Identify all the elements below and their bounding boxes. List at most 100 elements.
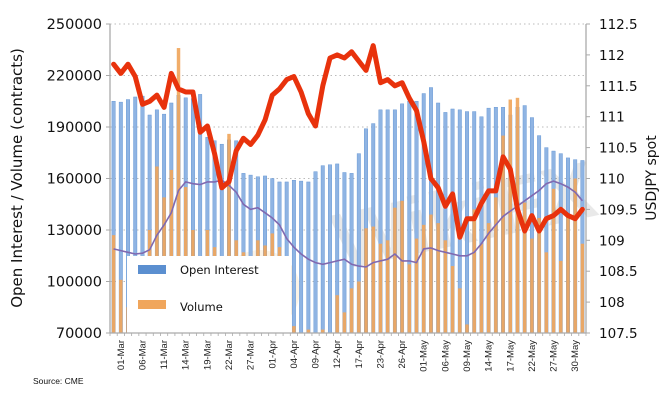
volume-bar (400, 200, 404, 333)
volume-bar (566, 216, 570, 333)
volume-bar (537, 217, 541, 333)
left-tick-label: 250000 (47, 17, 102, 33)
x-tick-label: 01-May (419, 340, 430, 372)
volume-bar (551, 188, 556, 333)
volume-bar (436, 223, 440, 333)
volume-bar (479, 243, 484, 333)
legend-label-volume: Volume (180, 300, 223, 314)
volume-bar (119, 279, 123, 333)
open-interest-bar (313, 171, 318, 334)
right-axis-title: USDJPY spot (644, 135, 660, 221)
legend-swatch-open-interest (138, 265, 166, 274)
volume-bar (573, 178, 577, 333)
x-tick-label: 26-Apr (397, 340, 408, 369)
volume-bar (349, 288, 354, 333)
x-tick-label: 06-May (440, 340, 451, 372)
right-tick-label: 110.5 (599, 141, 638, 157)
left-tick-label: 100000 (47, 275, 102, 291)
x-tick-label: 14-May (484, 340, 495, 372)
volume-bar (385, 240, 390, 333)
legend: Open Interest Volume (127, 256, 291, 333)
x-tick-label: 09-Apr (311, 340, 322, 369)
volume-bar (450, 266, 455, 333)
volume-bar (465, 324, 469, 333)
right-tick-label: 108 (599, 295, 625, 311)
volume-bar (393, 207, 397, 333)
left-tick-label: 190000 (47, 120, 102, 136)
volume-bar (335, 295, 339, 333)
x-tick-label: 23-Apr (376, 340, 387, 369)
volume-bar (486, 223, 491, 333)
x-tick-label: 27-May (549, 340, 560, 372)
grid-lines (110, 23, 586, 282)
right-tick-label: 107.5 (599, 326, 638, 342)
volume-bar (458, 288, 462, 333)
right-tick-label: 109.5 (599, 202, 638, 218)
volume-bar (522, 202, 527, 333)
volume-bar (501, 135, 505, 333)
x-tick-label: 14-Mar (181, 340, 192, 370)
volume-bar (111, 235, 116, 333)
volume-bar (544, 252, 549, 333)
x-tick-label: 04-Apr (289, 340, 300, 369)
x-tick-label: 12-Apr (332, 340, 343, 369)
volume-bar (357, 281, 361, 333)
left-axis-title: Open Interest / Volume (contracts) (8, 48, 26, 308)
x-tick-label: 09-May (462, 340, 473, 372)
moving-average-line (113, 179, 584, 268)
volume-bar (169, 169, 174, 333)
volume-bar (421, 224, 426, 333)
x-tick-label: 17-Apr (354, 340, 365, 369)
legend-label-open-interest: Open Interest (180, 263, 259, 277)
volume-bar (371, 226, 375, 333)
right-tick-label: 111.5 (599, 79, 638, 95)
volume-bar (227, 133, 231, 333)
x-tick-label: 22-Mar (224, 340, 235, 370)
legend-swatch-volume (138, 300, 166, 309)
x-tick-label: 27-Mar (246, 340, 257, 370)
volume-bar (342, 312, 347, 333)
volume-bar (292, 326, 296, 333)
volume-bar (378, 243, 383, 333)
x-tick-labels: 01-Mar 06-Mar 11-Mar 14-Mar 19-Mar 22-Mar 27-M… (116, 340, 581, 372)
volume-bar (530, 238, 534, 333)
volume-bar (306, 329, 311, 333)
open-interest-bar (299, 180, 304, 334)
source-note: Source: CME (33, 376, 84, 386)
volume-bar (407, 264, 412, 333)
open-interest-bar (320, 165, 325, 334)
x-tick-label: 06-Mar (138, 340, 149, 370)
x-tick-label: 19-Mar (202, 340, 213, 370)
volume-bar (364, 228, 368, 333)
volume-bar (429, 214, 433, 333)
volume-bar (580, 243, 585, 333)
volume-bar (508, 99, 513, 334)
left-tick-label: 130000 (47, 223, 102, 239)
x-tick-label: 01-Apr (267, 340, 278, 369)
left-tick-label: 70000 (56, 326, 102, 342)
x-tick-label: 22-May (527, 340, 538, 372)
right-tick-label: 111 (599, 110, 625, 126)
left-tick-labels: 250000 220000 190000 160000 130000 100000 7000… (47, 17, 110, 342)
volume-bar (321, 329, 325, 333)
volume-bar (559, 260, 563, 333)
x-tick-label: 17-May (505, 340, 516, 372)
x-tick-marks (109, 333, 587, 336)
right-tick-label: 112.5 (599, 17, 638, 33)
left-tick-label: 220000 (47, 69, 102, 85)
right-tick-label: 108.5 (599, 264, 638, 280)
volume-bar (443, 240, 448, 333)
right-tick-labels: 112.5 112 111.5 111 110.5 110 109.5 109 108.5 108… (586, 17, 638, 342)
left-tick-label: 160000 (47, 172, 102, 188)
volume-bar (414, 238, 419, 333)
right-tick-label: 110 (599, 172, 625, 188)
right-tick-label: 109 (599, 233, 625, 249)
volume-bar (155, 166, 159, 333)
x-tick-label: 11-Mar (159, 340, 170, 369)
x-tick-label: 30-May (570, 340, 581, 372)
volume-bar (494, 197, 498, 333)
open-interest-bar (342, 172, 347, 334)
open-interest-bar (291, 180, 296, 334)
open-interest-bar (328, 164, 332, 334)
